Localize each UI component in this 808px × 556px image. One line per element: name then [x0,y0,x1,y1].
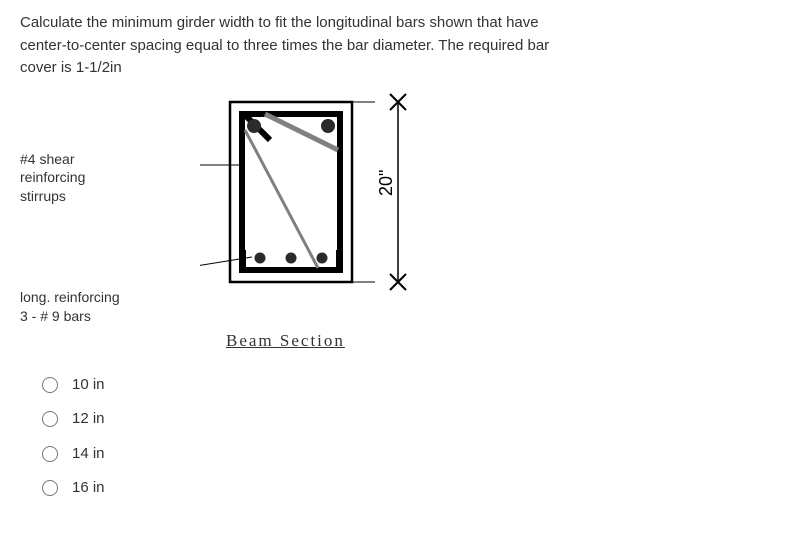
options-list: 10 in 12 in 14 in 16 in [20,374,788,500]
figure-svg-wrap: 20" Beam Section [200,90,450,354]
radio-icon[interactable] [42,377,58,393]
label-long-l2: 3 - # 9 bars [20,308,91,324]
figure-area: #4 shear reinforcing stirrups long. rein… [20,90,788,354]
option-row[interactable]: 14 in [42,443,788,466]
radio-icon[interactable] [42,480,58,496]
q-line-1: Calculate the minimum girder width to fi… [20,14,539,31]
question-text: Calculate the minimum girder width to fi… [20,12,788,80]
q-line-3: cover is 1-1/2in [20,59,122,76]
label-long-l1: long. reinforcing [20,289,120,305]
option-label: 16 in [72,477,105,500]
option-label: 10 in [72,374,105,397]
q-line-2: center-to-center spacing equal to three … [20,37,549,54]
height-dimension-text: 20" [376,169,396,195]
beam-section-diagram: 20" [200,90,450,315]
option-label: 12 in [72,408,105,431]
label-shear-l3: stirrups [20,188,66,204]
radio-icon[interactable] [42,446,58,462]
figure-caption: Beam Section [226,328,450,354]
option-label: 14 in [72,443,105,466]
label-shear-reinforcing: #4 shear reinforcing stirrups [20,150,200,207]
labels-column: #4 shear reinforcing stirrups long. rein… [20,90,200,326]
label-shear-l2: reinforcing [20,169,85,185]
option-row[interactable]: 12 in [42,408,788,431]
label-shear-l1: #4 shear [20,151,74,167]
option-row[interactable]: 10 in [42,374,788,397]
radio-icon[interactable] [42,411,58,427]
label-long-reinforcing: long. reinforcing 3 - # 9 bars [20,288,200,326]
option-row[interactable]: 16 in [42,477,788,500]
